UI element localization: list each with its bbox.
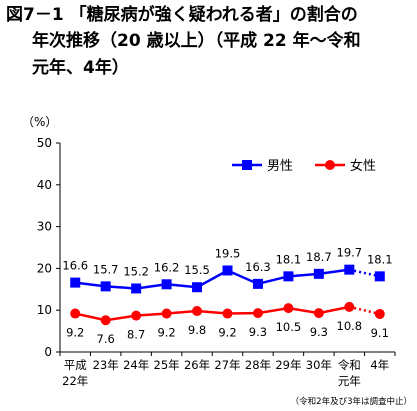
data-label: 15.7 — [93, 262, 119, 276]
x-tick-label: 26年 — [184, 358, 210, 372]
series-line — [75, 268, 350, 290]
x-tick-label: 27年 — [214, 358, 240, 372]
data-point-square — [131, 283, 142, 294]
y-tick-label: 30 — [37, 220, 52, 234]
data-point-square — [222, 265, 233, 276]
data-label: 9.8 — [188, 323, 206, 337]
legend-item-female: 女性 — [315, 158, 376, 174]
data-point-circle — [70, 308, 81, 319]
legend-marker-square — [242, 160, 252, 170]
y-tick-label: 50 — [37, 136, 52, 150]
series-line — [74, 305, 350, 322]
title-line-3: 元年、4年） — [32, 57, 129, 78]
data-point-square — [374, 271, 385, 282]
data-label: 19.5 — [215, 246, 241, 260]
data-point-circle — [192, 306, 203, 317]
x-tick-label: 24年 — [123, 358, 149, 372]
data-label: 10.5 — [276, 320, 302, 334]
data-label: 7.6 — [97, 332, 115, 346]
data-label: 9.3 — [310, 325, 328, 339]
y-tick-label: 0 — [44, 345, 52, 359]
legend: 男性 女性 — [232, 158, 376, 174]
legend-item-male: 男性 — [232, 159, 293, 174]
data-point-circle — [313, 308, 324, 319]
data-point-circle — [100, 315, 111, 326]
data-label: 19.7 — [337, 246, 363, 260]
data-point-square — [161, 279, 172, 290]
data-label: 10.8 — [337, 319, 363, 333]
data-label: 16.3 — [245, 260, 271, 274]
legend-marker-circle — [325, 160, 335, 170]
series-line-dotted — [349, 268, 381, 278]
x-tick-label: 30年 — [306, 358, 332, 372]
axes: 0 10 20 30 40 50 平成 22年 23年 24年 25年 26年 27年 28年 29年 30年… — [37, 136, 396, 388]
legend-label: 女性 — [350, 158, 376, 174]
data-label: 18.1 — [276, 252, 302, 266]
y-tick-label: 40 — [37, 178, 52, 192]
legend-label: 男性 — [267, 159, 293, 174]
y-tick-label: 20 — [37, 261, 52, 275]
data-point-circle — [161, 308, 172, 319]
data-label: 15.2 — [123, 264, 149, 278]
x-tick-label: 29年 — [275, 358, 301, 372]
data-label: 18.7 — [306, 250, 332, 264]
title-line-2: 年次推移（20 歳以上）（平成 22 年～令和 — [32, 30, 361, 51]
data-point-circle — [222, 308, 233, 319]
data-point-square — [252, 278, 263, 289]
x-tick-label: 元年 — [338, 374, 361, 388]
data-label: 9.3 — [249, 325, 267, 339]
data-point-circle — [131, 310, 142, 321]
data-point-square — [100, 281, 111, 292]
data-label: 16.6 — [62, 259, 88, 273]
x-tick-label: 25年 — [154, 358, 180, 372]
data-point-circle — [283, 303, 294, 314]
data-point-circle — [344, 301, 355, 312]
data-label: 16.2 — [154, 260, 180, 274]
data-point-square — [192, 282, 203, 293]
series-female: 9.2 7.6 8.7 9.2 9.8 9.2 9.3 10.5 9.3 10.8 9.1 — [66, 301, 389, 346]
x-tick-label: 令和 — [338, 358, 361, 372]
x-tick-label: 28年 — [245, 358, 271, 372]
data-label: 15.5 — [184, 263, 210, 277]
x-tick-label: 22年 — [62, 374, 88, 388]
data-label: 8.7 — [127, 328, 145, 342]
title-line-1: 図7－1 「糖尿病が強く疑われる者」の割合の — [6, 4, 358, 25]
data-point-square — [313, 268, 324, 279]
data-label: 9.2 — [157, 326, 175, 340]
data-point-square — [70, 277, 81, 288]
data-point-circle — [374, 308, 385, 319]
data-label: 9.2 — [218, 326, 236, 340]
x-tick-label: 平成 — [64, 358, 87, 372]
y-axis-unit-label: （%） — [22, 115, 57, 129]
data-label: 18.1 — [367, 252, 393, 266]
data-point-circle — [252, 308, 263, 319]
data-label: 9.2 — [66, 326, 84, 340]
data-label: 9.1 — [371, 326, 389, 340]
series-group: 16.6 15.7 15.2 16.2 15.5 19.5 16.3 18.1 18.7 19.7… — [62, 246, 392, 347]
data-point-square — [283, 271, 294, 282]
x-tick-label: 4年 — [370, 358, 389, 372]
footnote: （令和2年及び3年は調査中止） — [291, 396, 412, 407]
data-point-square — [344, 264, 355, 275]
series-male: 16.6 15.7 15.2 16.2 15.5 19.5 16.3 18.1 18.7 19.7… — [62, 246, 393, 294]
x-tick-label: 23年 — [93, 358, 119, 372]
y-tick-label: 10 — [37, 303, 52, 317]
series-line-dotted — [349, 305, 381, 316]
